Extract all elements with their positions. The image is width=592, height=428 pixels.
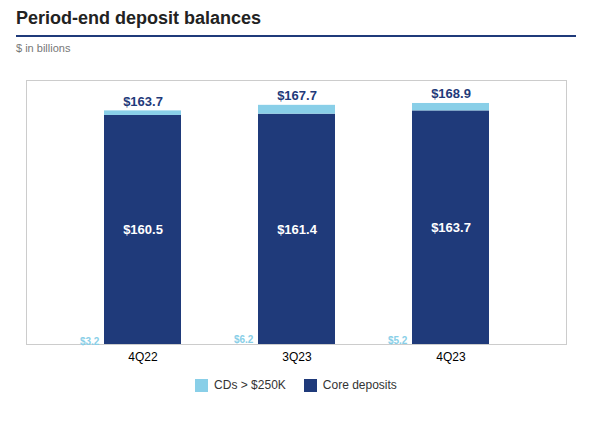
svg-text:4Q22: 4Q22 <box>128 350 158 364</box>
svg-text:$161.4: $161.4 <box>277 221 318 236</box>
svg-text:3Q23: 3Q23 <box>282 350 312 364</box>
svg-text:$163.7: $163.7 <box>431 220 471 235</box>
html-text:$ in billions: $ in billions <box>16 42 71 54</box>
html-text:Period-end deposit balances: Period-end deposit balances <box>16 8 262 28</box>
svg-text:$6.2: $6.2 <box>234 334 254 345</box>
svg-text:$163.7: $163.7 <box>123 94 163 109</box>
svg-text:$5.2: $5.2 <box>388 335 408 346</box>
svg-text:$3.2: $3.2 <box>80 336 100 347</box>
svg-text:$160.5: $160.5 <box>123 222 163 237</box>
svg-text:4Q23: 4Q23 <box>436 350 466 364</box>
svg-text:$168.9: $168.9 <box>431 86 471 101</box>
html-text:Core deposits: Core deposits <box>322 378 397 392</box>
svg-text:$167.7: $167.7 <box>277 88 317 103</box>
html-text:CDs > $250K: CDs > $250K <box>214 378 286 392</box>
